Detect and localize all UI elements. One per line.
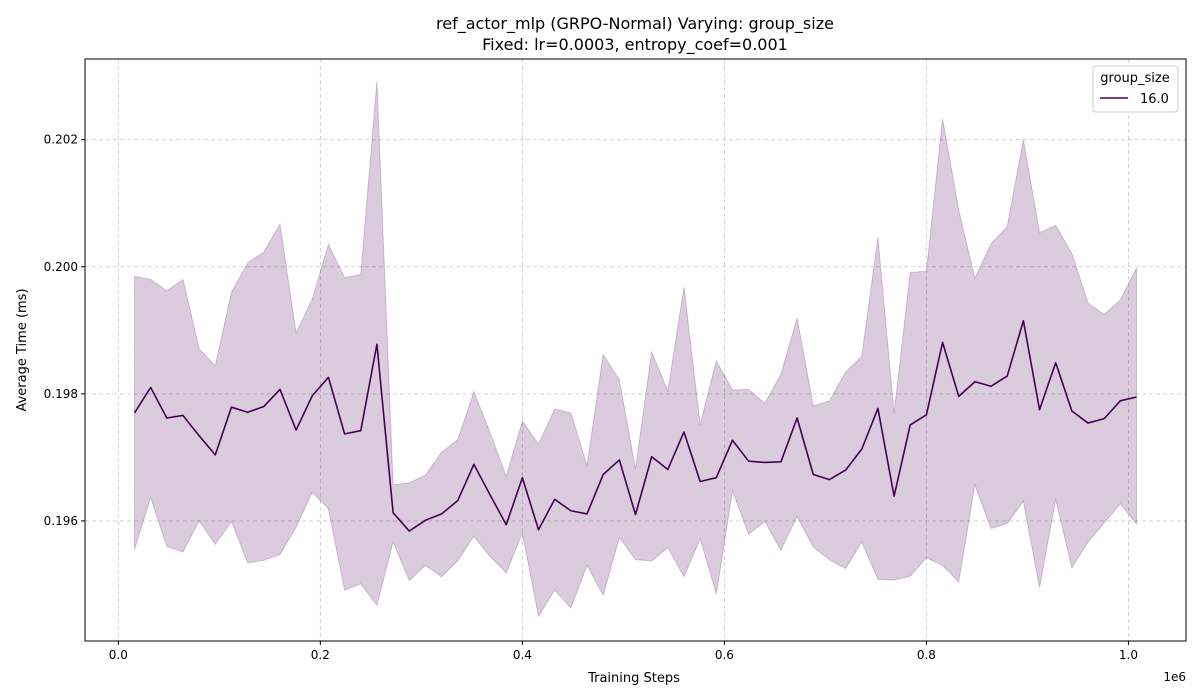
legend: group_size 16.0 (1092, 65, 1179, 113)
y-tick-label: 0.202 (44, 133, 78, 147)
legend-title: group_size (1100, 71, 1169, 86)
chart-title-line2: Fixed: lr=0.0003, entropy_coef=0.001 (482, 35, 788, 55)
x-tick-label: 0.6 (715, 648, 734, 662)
x-axis-label: Training Steps (587, 671, 680, 686)
x-tick-label: 0.8 (917, 648, 936, 662)
y-tick-label: 0.198 (44, 387, 78, 401)
grid (85, 59, 1186, 641)
y-tick-label: 0.196 (44, 514, 78, 528)
plot-frame (84, 58, 1187, 642)
legend-box (1092, 65, 1179, 113)
y-axis-label: Average Time (ms) (15, 288, 30, 411)
y-tick-label: 0.200 (44, 260, 78, 274)
x-tick-label: 0.0 (109, 648, 128, 662)
x-axis-multiplier: 1e6 (1163, 670, 1186, 684)
legend-entry-label: 16.0 (1140, 92, 1169, 107)
x-tick-label: 1.0 (1119, 648, 1138, 662)
x-tick-label: 0.4 (513, 648, 532, 662)
plot-area (133, 81, 1138, 618)
chart-title-line1: ref_actor_mlp (GRPO-Normal) Varying: gro… (436, 14, 834, 34)
axis-ticks: 0.0 0.2 0.4 0.6 0.8 1.0 0.196 0.198 0.200 0.202 (44, 133, 1138, 662)
series-line (133, 319, 1137, 532)
confidence-band (133, 81, 1138, 618)
x-tick-label: 0.2 (311, 648, 330, 662)
